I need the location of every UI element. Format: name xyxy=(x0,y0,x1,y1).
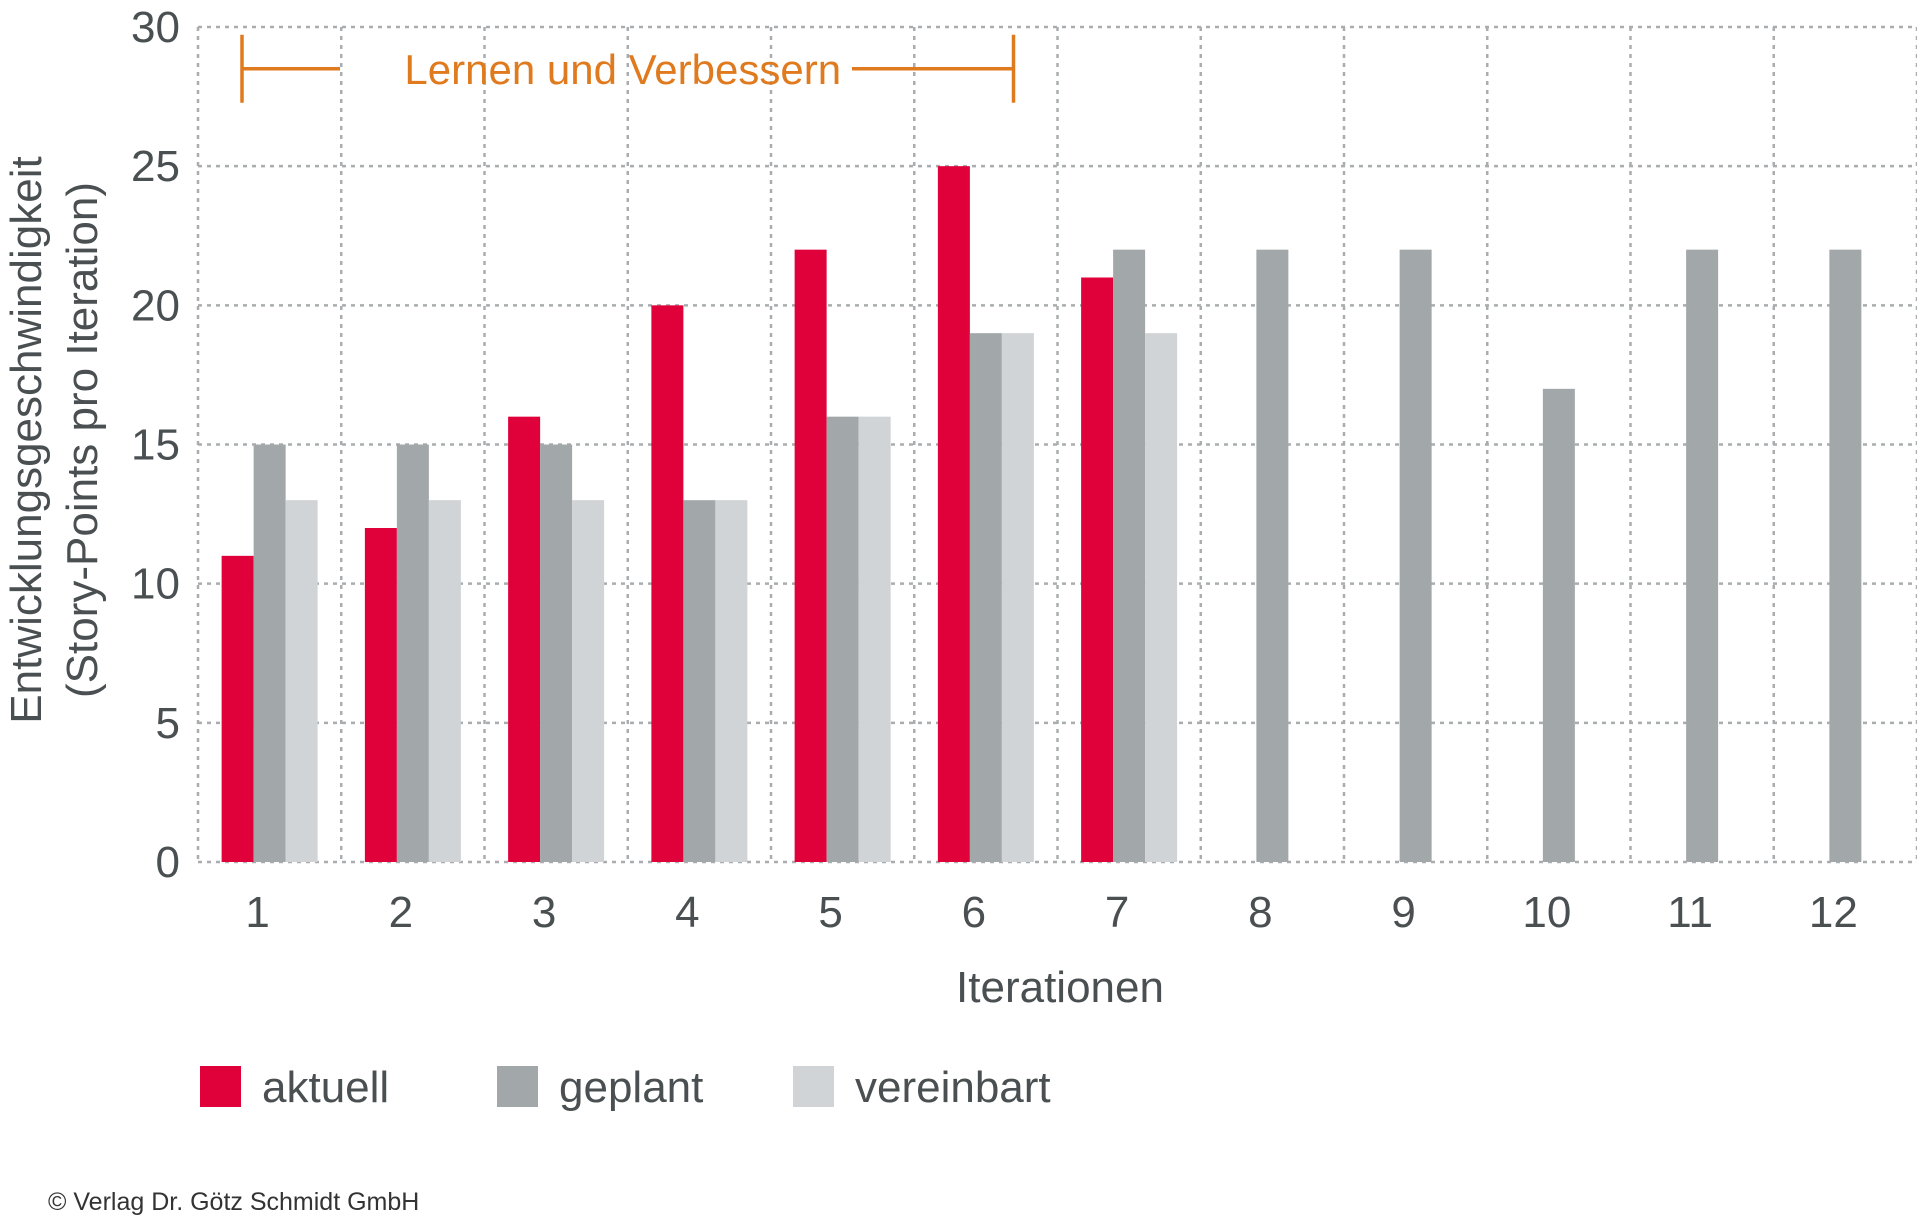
x-tick-label: 6 xyxy=(962,888,986,937)
x-axis-ticks: 1 2 3 4 5 6 7 8 9 10 11 12 xyxy=(245,888,1857,937)
legend-swatch-geplant xyxy=(497,1066,538,1107)
x-tick-label: 3 xyxy=(532,888,556,937)
x-tick-label: 2 xyxy=(389,888,413,937)
annotation-bracket: Lernen und Verbessern xyxy=(240,34,1016,103)
bar-geplant xyxy=(540,444,573,862)
bar-geplant xyxy=(1113,249,1146,862)
x-tick-label: 7 xyxy=(1105,888,1129,937)
y-tick-label: 30 xyxy=(131,3,180,52)
bar-vereinbart xyxy=(858,416,891,862)
x-tick-label: 5 xyxy=(818,888,842,937)
bar-aktuell xyxy=(1081,277,1114,862)
bar-geplant xyxy=(683,500,716,862)
x-tick-label: 9 xyxy=(1391,888,1415,937)
bar-aktuell xyxy=(221,555,254,862)
bar-geplant xyxy=(1829,249,1862,862)
annotation-label: Lernen und Verbessern xyxy=(404,46,841,93)
bar-geplant xyxy=(253,444,286,862)
y-axis-title: Entwicklungsgeschwindigkeit xyxy=(2,156,51,723)
y-tick-label: 25 xyxy=(131,142,180,191)
legend-swatch-aktuell xyxy=(200,1066,241,1107)
bars xyxy=(221,166,1862,863)
bar-geplant xyxy=(396,444,429,862)
bar-geplant xyxy=(1686,249,1719,862)
x-tick-label: 4 xyxy=(675,888,699,937)
legend-label-aktuell: aktuell xyxy=(262,1063,389,1112)
bar-geplant xyxy=(969,333,1002,863)
grid xyxy=(196,25,1917,864)
bar-vereinbart xyxy=(428,500,461,862)
y-tick-label: 15 xyxy=(131,421,180,470)
bar-geplant xyxy=(826,416,859,862)
bar-geplant xyxy=(1256,249,1289,862)
y-tick-label: 10 xyxy=(131,560,180,609)
legend-label-geplant: geplant xyxy=(559,1063,703,1112)
bar-aktuell xyxy=(651,305,684,862)
x-tick-label: 11 xyxy=(1667,888,1713,937)
legend: aktuell geplant vereinbart xyxy=(200,1063,1051,1112)
y-tick-label: 5 xyxy=(156,699,180,748)
bar-vereinbart xyxy=(715,500,748,862)
y-tick-label: 20 xyxy=(131,281,180,330)
bar-aktuell xyxy=(364,528,397,862)
bar-vereinbart xyxy=(285,500,318,862)
y-tick-label: 0 xyxy=(156,838,180,887)
bar-aktuell xyxy=(937,166,970,862)
bar-vereinbart xyxy=(572,500,605,862)
bar-aktuell xyxy=(508,416,541,862)
x-axis-title: Iterationen xyxy=(956,963,1164,1012)
bar-geplant xyxy=(1542,388,1575,862)
y-axis-ticks: 0 5 10 15 20 25 30 xyxy=(131,3,180,887)
x-tick-label: 10 xyxy=(1522,888,1571,937)
x-tick-label: 12 xyxy=(1809,888,1858,937)
x-tick-label: 8 xyxy=(1248,888,1272,937)
copyright-notice: © Verlag Dr. Götz Schmidt GmbH xyxy=(48,1188,419,1216)
legend-label-vereinbart: vereinbart xyxy=(855,1063,1051,1112)
bar-geplant xyxy=(1399,249,1432,862)
legend-swatch-vereinbart xyxy=(793,1066,834,1107)
bar-aktuell xyxy=(794,249,827,862)
x-tick-label: 1 xyxy=(245,888,269,937)
bar-vereinbart xyxy=(1001,333,1034,863)
y-axis-subtitle: (Story-Points pro Iteration) xyxy=(58,182,107,698)
bar-vereinbart xyxy=(1145,333,1178,863)
